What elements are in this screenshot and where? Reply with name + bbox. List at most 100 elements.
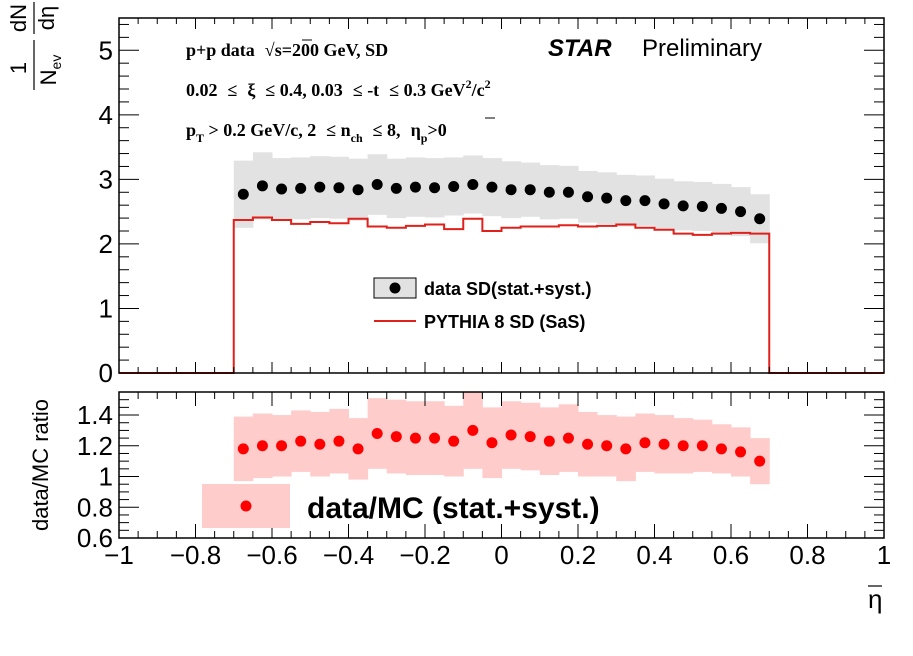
- data-point: [390, 182, 402, 194]
- ratio-point: [524, 431, 536, 443]
- x-tick-label: 1: [877, 540, 891, 570]
- data-point: [754, 213, 766, 225]
- ratio-point: [677, 440, 689, 452]
- ratio-point: [333, 435, 345, 447]
- data-point: [658, 198, 670, 210]
- legend-data-marker: [389, 282, 401, 294]
- data-point: [620, 195, 632, 207]
- data-point: [467, 179, 479, 191]
- data-point: [677, 200, 689, 212]
- legend-mc-label: PYTHIA 8 SD (SaS): [424, 312, 585, 332]
- top-data-points: [237, 179, 766, 225]
- data-point: [715, 202, 727, 214]
- annotation-line2: 0.02 ≤ ξ ≤ 0.4, 0.03 ≤ -t ≤ 0.3 GeV2/c2: [186, 77, 491, 101]
- ratio-point: [390, 431, 402, 443]
- ratio-point: [543, 435, 555, 447]
- ratio-point: [582, 438, 594, 450]
- ratio-point: [601, 440, 613, 452]
- data-point: [448, 180, 460, 192]
- y-tick-label: 3: [99, 164, 113, 194]
- x-tick-label: −0.4: [323, 540, 374, 570]
- ratio-point: [467, 424, 479, 436]
- ratio-point: [754, 455, 766, 467]
- ratio-y-tick-label: 0.8: [77, 492, 113, 522]
- data-point: [735, 206, 747, 218]
- legend-ratio-label: data/MC (stat.+syst.): [307, 492, 600, 525]
- ratio-point: [295, 435, 307, 447]
- bottom-ylabel: data/MC ratio: [28, 399, 53, 531]
- ratio-point: [715, 443, 727, 455]
- x-tick-label: 0.6: [713, 540, 749, 570]
- data-point: [601, 192, 613, 204]
- ratio-point: [371, 427, 383, 439]
- top-legend: data SD(stat.+syst.) PYTHIA 8 SD (SaS): [373, 277, 592, 332]
- data-point: [237, 188, 249, 200]
- bottom-axis-ticks: 0.60.811.21.4−1 −0.8 −0.6 −0.4 −0.2 0 0.2 0.4 0.…: [77, 391, 891, 570]
- ratio-point: [658, 438, 670, 450]
- ratio-point: [448, 435, 460, 447]
- ratio-point: [276, 440, 288, 452]
- data-point: [696, 200, 708, 212]
- y-tick-label: 4: [99, 100, 113, 130]
- x-tick-label: −0.2: [399, 540, 450, 570]
- pythia-histogram-line: [119, 216, 884, 374]
- data-point: [562, 186, 574, 198]
- ratio-point: [256, 440, 268, 452]
- ratio-point: [429, 432, 441, 444]
- annotation-line1: p+p data √s=200 GeV, SD: [186, 40, 388, 60]
- ratio-y-tick-label: 1.2: [77, 431, 113, 461]
- ratio-point: [409, 432, 421, 444]
- data-point: [505, 184, 517, 196]
- ratio-point: [237, 443, 249, 455]
- bottom-legend: data/MC (stat.+syst.): [202, 484, 600, 528]
- y-tick-label: 0: [99, 358, 113, 388]
- legend-data-label: data SD(stat.+syst.): [424, 279, 592, 299]
- y-tick-label: 5: [99, 35, 113, 65]
- x-tick-label: 0.2: [560, 540, 596, 570]
- ylabel-num-2: dN: [6, 4, 31, 32]
- data-point: [409, 181, 421, 193]
- y-tick-label: 2: [99, 229, 113, 259]
- ratio-point: [486, 437, 498, 449]
- ratio-point: [639, 437, 651, 449]
- data-point: [333, 182, 345, 194]
- ratio-y-tick-label: 1: [99, 462, 113, 492]
- ratio-point: [735, 446, 747, 458]
- top-ylabel: 1 Nev dN dη: [6, 2, 64, 90]
- ratio-point: [352, 443, 364, 455]
- data-point: [295, 182, 307, 194]
- data-point: [352, 184, 364, 196]
- ratio-y-tick-label: 1.4: [77, 400, 113, 430]
- bottom-ratio-band: [233, 392, 770, 485]
- x-tick-label: 0.8: [789, 540, 825, 570]
- data-point: [256, 180, 268, 192]
- x-axis-label: η: [868, 584, 882, 614]
- x-tick-label: 0: [494, 540, 508, 570]
- top-pythia-histogram: [119, 216, 884, 374]
- data-point: [524, 184, 536, 196]
- x-tick-label: 0.4: [636, 540, 672, 570]
- x-tick-label: −0.6: [246, 540, 297, 570]
- x-tick-label: −0.8: [170, 540, 221, 570]
- ylabel-num-1: 1: [6, 62, 31, 74]
- data-point: [314, 181, 326, 193]
- ratio-point: [620, 443, 632, 455]
- ratio-point: [314, 438, 326, 450]
- data-point: [486, 181, 498, 193]
- ylabel-den-2: dη: [34, 6, 59, 30]
- data-point: [371, 179, 383, 191]
- star-label: STAR: [548, 35, 612, 62]
- x-tick-label: −1: [104, 540, 134, 570]
- ratio-point: [505, 429, 517, 441]
- annotation-line3: pT > 0.2 GeV/c, 2 ≤ nch ≤ 8, ηp>0: [186, 120, 447, 145]
- data-point: [276, 183, 288, 195]
- preliminary-label: Preliminary: [642, 35, 762, 62]
- top-axis-ticks: 0 1 2 3 4 5: [99, 18, 885, 388]
- ratio-point: [562, 432, 574, 444]
- ratio-point: [696, 440, 708, 452]
- ratio-y-tick-label: 0.6: [77, 523, 113, 553]
- legend-ratio-marker: [240, 500, 252, 512]
- data-point: [582, 191, 594, 203]
- y-tick-label: 1: [99, 293, 113, 323]
